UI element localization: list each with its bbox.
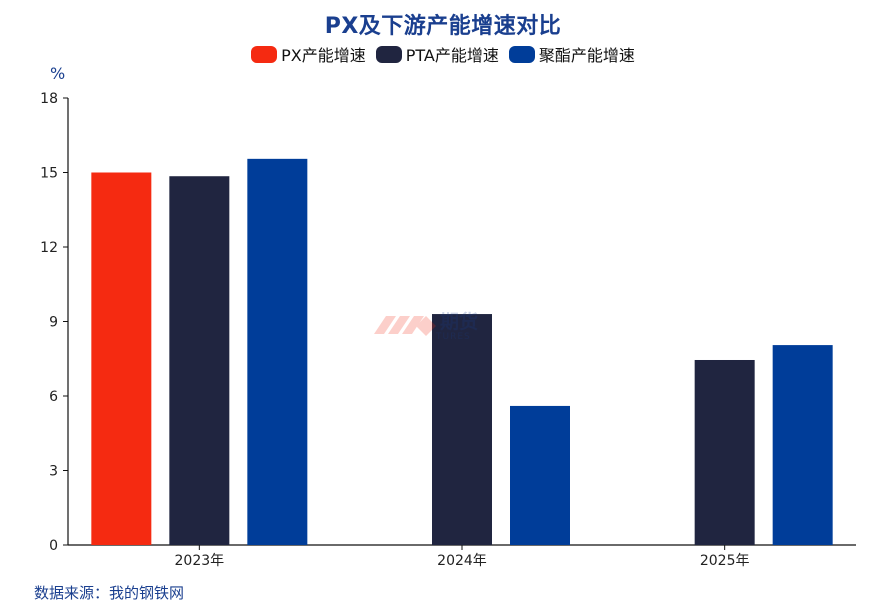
bar-1-1 (432, 314, 492, 545)
legend: PX产能增速 PTA产能增速 聚酯产能增速 (0, 42, 886, 66)
watermark-subtext: TURES (436, 331, 471, 342)
chart-title: PX及下游产能增速对比 (324, 14, 562, 39)
x-tick-label: 2023年 (175, 553, 225, 569)
y-tick-label: 3 (49, 464, 58, 480)
legend-item-px: PX产能增速 (251, 42, 366, 66)
y-tick-label: 15 (40, 166, 58, 182)
data-source: 数据来源：我的钢铁网 (34, 584, 185, 602)
bar-0-0 (91, 172, 152, 545)
x-tick-label: 2024年 (437, 553, 487, 569)
bar-2-1 (510, 405, 570, 545)
y-axis-unit-label: % (50, 64, 66, 83)
x-tick-label: 2025年 (700, 553, 750, 569)
legend-item-pta: PTA产能增速 (375, 42, 499, 66)
legend-item-polyester: 聚酯产能增速 (508, 42, 635, 66)
legend-label-px: PX产能增速 (281, 46, 366, 65)
watermark-logo-icon (374, 316, 436, 336)
watermark: 期货 TURES (372, 310, 478, 344)
y-tick-label: 9 (49, 315, 58, 331)
legend-swatch-pta (375, 45, 402, 63)
y-tick-label: 0 (49, 538, 58, 554)
legend-swatch-px (251, 45, 278, 63)
y-tick-label: 6 (49, 389, 58, 405)
legend-label-polyester: 聚酯产能增速 (538, 46, 635, 65)
legend-swatch-polyester (508, 45, 535, 63)
watermark-text: 期货 (440, 310, 479, 333)
bar-2-2 (772, 345, 833, 545)
bar-2-0 (247, 158, 308, 545)
bar-1-2 (694, 359, 755, 545)
bar-1-0 (169, 176, 230, 545)
legend-label-pta: PTA产能增速 (405, 46, 499, 65)
y-tick-label: 18 (40, 91, 58, 107)
y-tick-label: 12 (40, 240, 58, 256)
